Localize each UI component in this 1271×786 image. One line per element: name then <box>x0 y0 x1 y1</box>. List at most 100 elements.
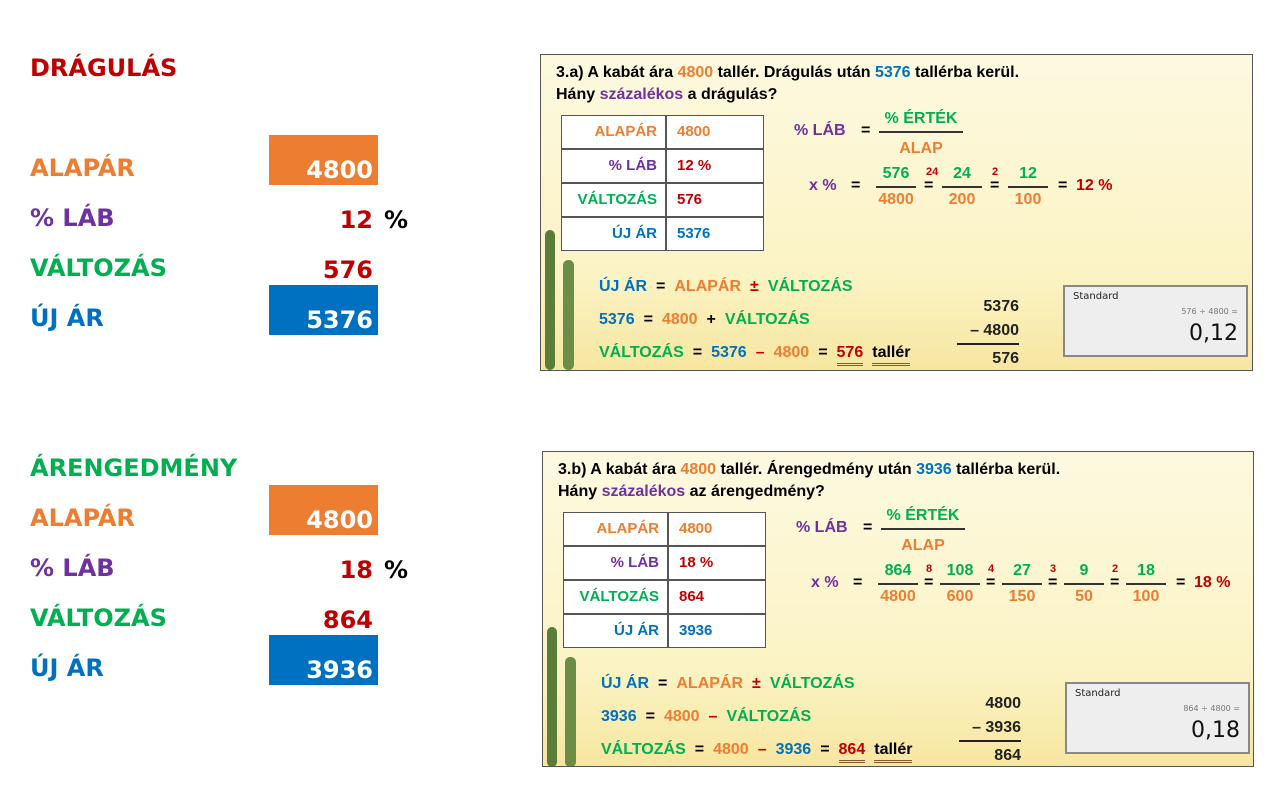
chain-den: 200 <box>948 191 976 208</box>
formula-den: ALAP <box>899 140 943 157</box>
table-cell: ALAPÁR <box>561 115 666 149</box>
question-text: tallér. Drágulás után <box>713 64 875 81</box>
equation-token: 5376 <box>711 344 747 361</box>
row-label: ALAPÁR <box>30 504 135 532</box>
slide: 3.b) A kabát ára 4800 tallér. Árengedmén… <box>542 451 1254 767</box>
equation-token: ÚJ ÁR <box>601 675 650 692</box>
chain-num: 864 <box>884 562 912 579</box>
table-text: 5376 <box>677 225 711 242</box>
table-cell: % LÁB <box>563 546 668 580</box>
chain-eq: = <box>1048 574 1058 591</box>
question-line: Hány százalékos az árengedmény? <box>558 482 825 502</box>
row-value: 12 <box>339 206 373 234</box>
question-text: 3.b) A kabát ára <box>558 461 681 478</box>
calculator-result: 0,12 <box>1189 321 1238 346</box>
equation-token: VÁLTOZÁS <box>599 344 684 361</box>
formula-num: % ÉRTÉK <box>886 507 960 524</box>
table-text: ALAPÁR <box>594 123 658 140</box>
fraction-line <box>940 583 980 585</box>
row-value: 4800 <box>306 156 373 184</box>
fraction-line <box>876 186 916 188</box>
chain-eq: = <box>924 574 934 591</box>
table-cell: ÚJ ÁR <box>563 614 668 648</box>
table-cell: % LÁB <box>561 149 666 183</box>
equation-token: tallér <box>872 343 911 366</box>
reduce-mark: 3 <box>1050 563 1057 575</box>
fraction-line <box>1008 186 1048 188</box>
equation-token: = <box>656 278 666 295</box>
chain-num: 12 <box>1019 165 1037 182</box>
equation-token: 3936 <box>601 708 637 725</box>
cactus-decoration <box>547 627 557 766</box>
subtraction-rule <box>957 343 1019 345</box>
row-value: 4800 <box>306 506 373 534</box>
fraction-line <box>881 528 965 530</box>
equation-token: – <box>755 344 765 361</box>
equation-token: 4800 <box>663 708 700 725</box>
chain-den: 100 <box>1132 588 1160 605</box>
chain-den: 4800 <box>880 588 916 605</box>
chain-den: 100 <box>1014 191 1042 208</box>
equation-token: 864 <box>838 740 866 763</box>
equation-token: ÚJ ÁR <box>599 278 648 295</box>
calculator-mode: Standard <box>1075 688 1121 699</box>
chain-lhs: x % <box>809 177 837 194</box>
subtraction-line: 576 <box>992 350 1019 367</box>
fraction-line <box>879 131 963 133</box>
subtraction-line: – 4800 <box>970 322 1019 339</box>
question-text: százalékos <box>599 86 684 103</box>
row-label: % LÁB <box>30 554 115 582</box>
question-text: Hány <box>556 86 600 103</box>
equation-token: = <box>692 344 703 361</box>
question-text: Hány <box>558 483 602 500</box>
question-text: 3936 <box>916 461 952 478</box>
equation-token: 576 <box>836 343 864 366</box>
question-text: százalékos <box>601 483 686 500</box>
chain-num: 108 <box>946 562 974 579</box>
question-line: 3.b) A kabát ára 4800 tallér. Árengedmén… <box>558 460 1060 480</box>
chain-eq: = <box>853 574 863 591</box>
equation-token: + <box>706 311 716 328</box>
calculator-expression: 864 ÷ 4800 = <box>1183 704 1240 713</box>
equation-token: = <box>643 311 653 328</box>
equation-token: 3936 <box>775 741 812 758</box>
table-text: ÚJ ÁR <box>613 622 659 639</box>
chain-lhs: x % <box>811 574 839 591</box>
equation: VÁLTOZÁS = 5376–4800 = 576 tallér <box>599 343 919 366</box>
chain-eq: = <box>1058 177 1068 194</box>
row-unit: % <box>384 206 409 234</box>
equation: ÚJ ÁR = ALAPÁR ± VÁLTOZÁS <box>599 277 862 297</box>
row-value: 18 <box>339 556 373 584</box>
question-text: az árengedmény? <box>685 483 825 500</box>
table-text: 3936 <box>679 622 713 639</box>
row-value: 864 <box>322 606 373 634</box>
chain-result: 12 % <box>1076 177 1113 194</box>
equation-token: ± <box>752 675 761 692</box>
table-cell: 4800 <box>668 512 766 546</box>
chain-eq: = <box>924 177 934 194</box>
formula-lhs: % LÁB <box>794 122 846 139</box>
row-value: 5376 <box>306 306 373 334</box>
equation: 3936 = 4800– VÁLTOZÁS <box>601 707 820 727</box>
subtraction-line: 5376 <box>983 298 1019 315</box>
table-cell: 5376 <box>666 217 764 251</box>
value-box <box>269 635 378 685</box>
table-text: 576 <box>677 191 703 208</box>
chain-den: 600 <box>946 588 974 605</box>
chain-den: 4800 <box>878 191 914 208</box>
chain-eq: = <box>990 177 1000 194</box>
slide: 3.a) A kabát ára 4800 tallér. Drágulás u… <box>540 54 1253 371</box>
chain-eq: = <box>1110 574 1120 591</box>
calculator-result: 0,18 <box>1191 718 1240 743</box>
calculator-expression: 576 ÷ 4800 = <box>1181 307 1238 316</box>
question-text: 4800 <box>680 461 717 478</box>
chain-num: 18 <box>1137 562 1155 579</box>
chain-result: 18 % <box>1194 574 1231 591</box>
cactus-decoration <box>563 260 574 370</box>
value-box <box>269 485 378 535</box>
formula-eq: = <box>863 519 873 536</box>
table-text: ÚJ ÁR <box>611 225 657 242</box>
equation-token: – <box>757 741 767 758</box>
row-label: ALAPÁR <box>30 154 135 182</box>
